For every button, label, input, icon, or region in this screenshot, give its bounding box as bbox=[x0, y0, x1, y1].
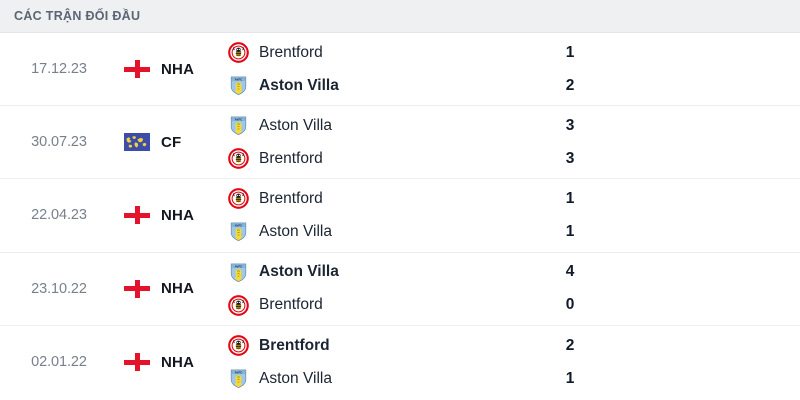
home-team-name: Brentford bbox=[259, 189, 323, 207]
competition-label: NHA bbox=[161, 206, 195, 224]
home-team-row[interactable]: Brentford bbox=[228, 42, 490, 64]
away-team-row[interactable]: Brentford bbox=[228, 148, 490, 170]
aston-villa-crest-icon: AVFC bbox=[230, 223, 247, 242]
match-row[interactable]: 23.10.22 NHA AVFC Aston Villa Brentford 4 0 bbox=[0, 252, 800, 326]
aston-villa-crest-icon: AVFC bbox=[230, 369, 247, 389]
away-team-name: Aston Villa bbox=[259, 222, 332, 240]
teams-cell: Brentford AVFC Aston Villa bbox=[218, 335, 490, 390]
brentford-crest-icon bbox=[228, 335, 249, 357]
away-team-row[interactable]: AVFC Aston Villa bbox=[228, 368, 490, 390]
away-team-row[interactable]: AVFC Aston Villa bbox=[228, 75, 490, 97]
competition-cell: NHA bbox=[118, 353, 218, 372]
away-team-name: Aston Villa bbox=[259, 76, 339, 94]
home-team-name: Aston Villa bbox=[259, 263, 339, 281]
away-team-row[interactable]: Brentford bbox=[228, 294, 490, 316]
teams-cell: Brentford AVFC Aston Villa bbox=[218, 42, 490, 97]
aston-villa-crest-icon: AVFC bbox=[230, 76, 247, 96]
competition-label: CF bbox=[161, 133, 182, 151]
home-team-score: 2 bbox=[565, 336, 575, 354]
competition-label: NHA bbox=[161, 60, 195, 78]
match-row[interactable]: 17.12.23 NHA Brentford AVFC Aston Villa 1 2 bbox=[0, 33, 800, 107]
home-team-name: Brentford bbox=[259, 43, 323, 61]
home-team-row[interactable]: AVFC Aston Villa bbox=[228, 115, 490, 137]
away-team-score: 3 bbox=[565, 149, 575, 167]
svg-text:AVFC: AVFC bbox=[235, 371, 244, 375]
page-title: CÁC TRẬN ĐỐI ĐẦU bbox=[14, 9, 141, 23]
aston-villa-crest-icon: AVFC bbox=[230, 263, 247, 282]
competition-label: NHA bbox=[161, 280, 195, 298]
home-team-name: Aston Villa bbox=[259, 116, 332, 134]
home-team-row[interactable]: AVFC Aston Villa bbox=[228, 261, 490, 283]
competition-cell: NHA bbox=[118, 279, 218, 298]
panel-header: CÁC TRẬN ĐỐI ĐẦU bbox=[0, 0, 800, 33]
brentford-crest-icon bbox=[228, 294, 249, 316]
competition-cell: NHA bbox=[118, 60, 218, 79]
match-list: 17.12.23 NHA Brentford AVFC Aston Villa 1 2 30.… bbox=[0, 33, 800, 399]
teams-cell: AVFC Aston Villa Brentford bbox=[218, 115, 490, 170]
brentford-crest-icon bbox=[228, 42, 249, 63]
home-team-row[interactable]: Brentford bbox=[228, 335, 490, 357]
away-team-name: Brentford bbox=[259, 149, 323, 167]
svg-text:AVFC: AVFC bbox=[235, 77, 244, 81]
world-flag-icon bbox=[124, 133, 150, 152]
home-team-score: 1 bbox=[565, 43, 575, 61]
match-date: 22.04.23 bbox=[31, 207, 87, 224]
away-team-name: Aston Villa bbox=[259, 369, 332, 387]
england-flag-icon bbox=[124, 60, 150, 79]
home-team-score: 1 bbox=[565, 189, 575, 207]
brentford-crest-icon bbox=[228, 148, 249, 170]
away-team-name: Brentford bbox=[259, 296, 323, 314]
match-row[interactable]: 02.01.22 NHA Brentford AVFC Aston Villa 2 1 bbox=[0, 325, 800, 399]
svg-text:AVFC: AVFC bbox=[235, 264, 244, 268]
competition-label: NHA bbox=[161, 353, 195, 371]
away-team-score: 0 bbox=[565, 296, 575, 314]
match-row[interactable]: 30.07.23 CF AVFC Aston Villa Brentford 3 3 bbox=[0, 106, 800, 180]
svg-text:AVFC: AVFC bbox=[235, 118, 244, 122]
svg-text:AVFC: AVFC bbox=[235, 224, 244, 228]
england-flag-icon bbox=[124, 353, 150, 372]
away-team-score: 2 bbox=[565, 76, 575, 94]
away-team-score: 1 bbox=[565, 369, 575, 387]
match-date: 30.07.23 bbox=[31, 134, 87, 151]
england-flag-icon bbox=[124, 206, 150, 225]
home-team-name: Brentford bbox=[259, 336, 330, 354]
aston-villa-crest-icon: AVFC bbox=[230, 116, 247, 136]
competition-cell: NHA bbox=[118, 206, 218, 225]
match-row[interactable]: 22.04.23 NHA Brentford AVFC Aston Villa 1 1 bbox=[0, 179, 800, 253]
match-date: 17.12.23 bbox=[31, 61, 87, 78]
match-date: 23.10.22 bbox=[31, 280, 87, 297]
teams-cell: AVFC Aston Villa Brentford bbox=[218, 261, 490, 316]
away-team-score: 1 bbox=[565, 222, 575, 240]
teams-cell: Brentford AVFC Aston Villa bbox=[218, 188, 490, 243]
match-date: 02.01.22 bbox=[31, 354, 87, 371]
brentford-crest-icon bbox=[228, 188, 249, 210]
england-flag-icon bbox=[124, 279, 150, 298]
home-team-row[interactable]: Brentford bbox=[228, 188, 490, 210]
home-team-score: 4 bbox=[565, 263, 575, 281]
away-team-row[interactable]: AVFC Aston Villa bbox=[228, 221, 490, 243]
competition-cell: CF bbox=[118, 133, 218, 152]
home-team-score: 3 bbox=[565, 116, 575, 134]
